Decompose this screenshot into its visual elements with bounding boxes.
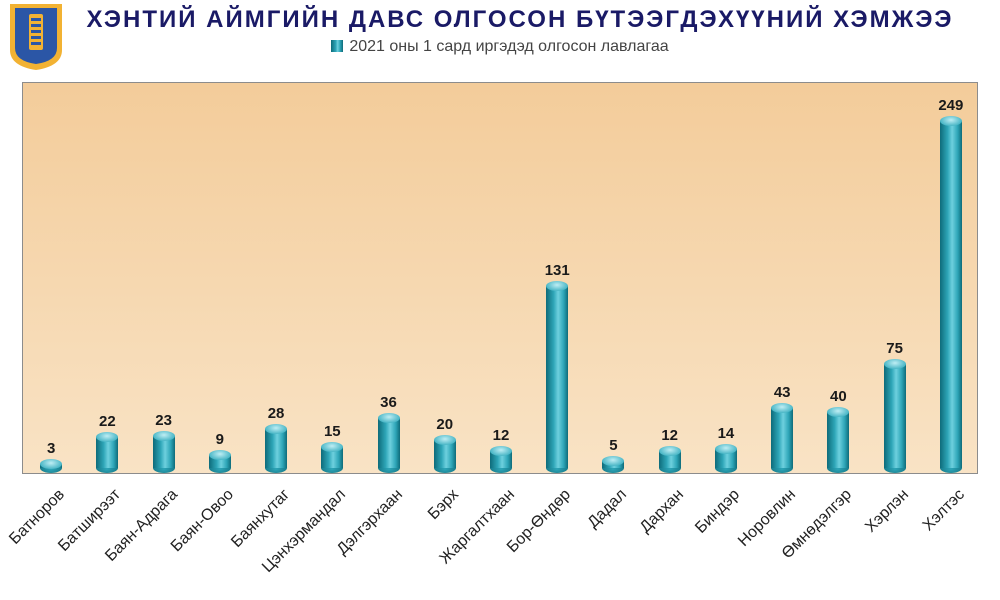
bar: 43 xyxy=(754,81,810,473)
x-axis-labels: БатноровБатширээтБаян-АдрагаБаян-ОвооБая… xyxy=(22,478,978,596)
bar: 40 xyxy=(810,81,866,473)
bar-value-label: 23 xyxy=(155,412,172,429)
agency-logo xyxy=(6,2,66,72)
bar: 14 xyxy=(698,81,754,473)
bar-value-label: 75 xyxy=(886,340,903,357)
bar-value-label: 15 xyxy=(324,423,341,440)
bar-value-label: 14 xyxy=(718,425,735,442)
bar-value-label: 249 xyxy=(938,97,963,114)
x-axis-label: Биндэр xyxy=(692,486,744,538)
bar-area: 3 22 23 9 28 15 36 20 12 131 5 12 14 43 40 75 249 xyxy=(23,83,977,473)
bar: 12 xyxy=(642,81,698,473)
bar: 36 xyxy=(360,81,416,473)
x-axis-label: Дадал xyxy=(585,486,631,532)
bar-value-label: 12 xyxy=(661,427,678,444)
legend-swatch xyxy=(331,40,343,52)
bar: 12 xyxy=(473,81,529,473)
bar: 22 xyxy=(79,81,135,473)
bar-value-label: 3 xyxy=(47,440,55,457)
plot-area: 3 22 23 9 28 15 36 20 12 131 5 12 14 43 40 75 249 xyxy=(22,82,978,474)
bar-value-label: 12 xyxy=(493,427,510,444)
x-axis-label: Бэрх xyxy=(425,486,463,524)
bar: 249 xyxy=(923,81,979,473)
bar-value-label: 43 xyxy=(774,384,791,401)
bar: 20 xyxy=(417,81,473,473)
bar: 9 xyxy=(192,81,248,473)
bar-value-label: 131 xyxy=(545,262,570,279)
bar: 131 xyxy=(529,81,585,473)
bar-value-label: 9 xyxy=(216,431,224,448)
bar: 75 xyxy=(867,81,923,473)
x-axis-label: Дархан xyxy=(637,486,688,537)
bar-value-label: 22 xyxy=(99,413,116,430)
bar-value-label: 36 xyxy=(380,394,397,411)
bar: 23 xyxy=(135,81,191,473)
bar: 5 xyxy=(585,81,641,473)
x-axis-label: Хэлтэс xyxy=(920,486,969,535)
x-axis-label: Хэрлэн xyxy=(862,486,913,537)
bar: 3 xyxy=(23,81,79,473)
bar: 15 xyxy=(304,81,360,473)
bar-value-label: 20 xyxy=(436,416,453,433)
bar-value-label: 28 xyxy=(268,405,285,422)
bar-value-label: 5 xyxy=(609,437,617,454)
legend-label: 2021 оны 1 сард иргэдэд олгосон лавлагаа xyxy=(349,38,668,55)
chart-title: ХЭНТИЙ АЙМГИЙН ДАВС ОЛГОСОН БҮТЭЭГДЭХҮҮН… xyxy=(80,6,960,34)
legend: 2021 оны 1 сард иргэдэд олгосон лавлагаа xyxy=(0,38,1000,56)
bar-value-label: 40 xyxy=(830,388,847,405)
bar: 28 xyxy=(248,81,304,473)
